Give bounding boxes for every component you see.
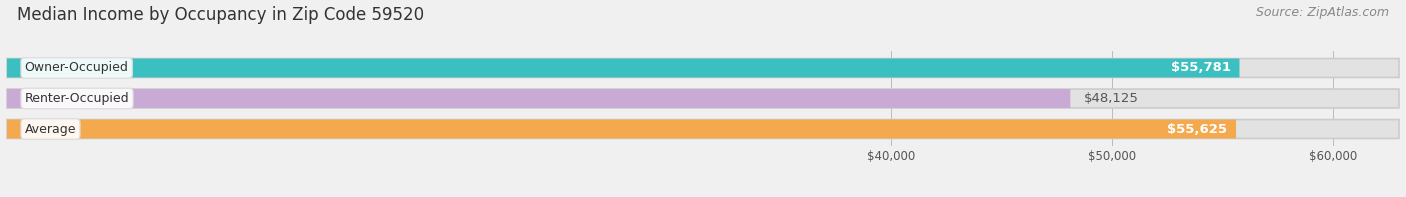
FancyBboxPatch shape — [7, 89, 1399, 108]
Text: Renter-Occupied: Renter-Occupied — [25, 92, 129, 105]
Text: Owner-Occupied: Owner-Occupied — [25, 61, 128, 74]
FancyBboxPatch shape — [7, 59, 1399, 77]
Text: $48,125: $48,125 — [1084, 92, 1139, 105]
FancyBboxPatch shape — [7, 59, 1240, 77]
FancyBboxPatch shape — [7, 120, 1236, 138]
Text: Average: Average — [25, 123, 76, 136]
FancyBboxPatch shape — [7, 89, 1070, 108]
Text: $55,625: $55,625 — [1167, 123, 1227, 136]
Text: Source: ZipAtlas.com: Source: ZipAtlas.com — [1256, 6, 1389, 19]
Text: Median Income by Occupancy in Zip Code 59520: Median Income by Occupancy in Zip Code 5… — [17, 6, 425, 24]
Text: $55,781: $55,781 — [1171, 61, 1230, 74]
FancyBboxPatch shape — [7, 120, 1399, 138]
